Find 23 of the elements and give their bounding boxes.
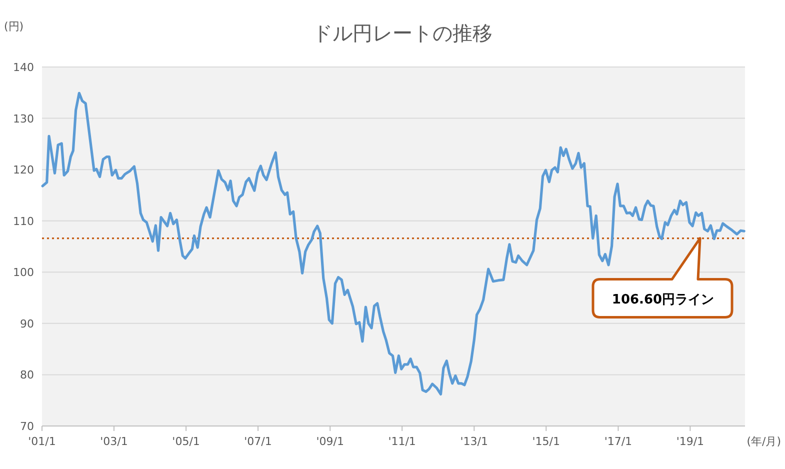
y-tick-label: 70 (20, 420, 34, 433)
y-tick-label: 110 (13, 214, 34, 228)
y-tick-label: 100 (13, 266, 34, 280)
x-tick-label: '17/1 (604, 435, 632, 448)
x-tick-label: '13/1 (460, 435, 488, 448)
x-tick-label: '05/1 (172, 435, 200, 448)
x-tick-label: '03/1 (100, 435, 128, 448)
y-axis-title: (円) (4, 20, 24, 33)
y-tick-label: 140 (13, 61, 34, 74)
x-tick-label: '15/1 (532, 435, 560, 448)
x-tick-label: '07/1 (244, 435, 272, 448)
x-tick-label: '11/1 (388, 435, 416, 448)
y-tick-label: 80 (20, 368, 34, 382)
line-series (41, 92, 746, 396)
x-tick-label: '09/1 (316, 435, 344, 448)
chart-title: ドル円レートの推移 (312, 21, 492, 45)
annotation: 106.60円ライン (612, 292, 714, 308)
x-axis-title: (年/月) (746, 435, 781, 448)
y-tick-label: 120 (13, 164, 34, 177)
y-tick-label: 90 (20, 317, 34, 330)
x-tick-label: '01/1 (28, 435, 56, 448)
y-tick-label: 130 (13, 112, 34, 126)
x-tick-label: '19/1 (676, 435, 704, 448)
